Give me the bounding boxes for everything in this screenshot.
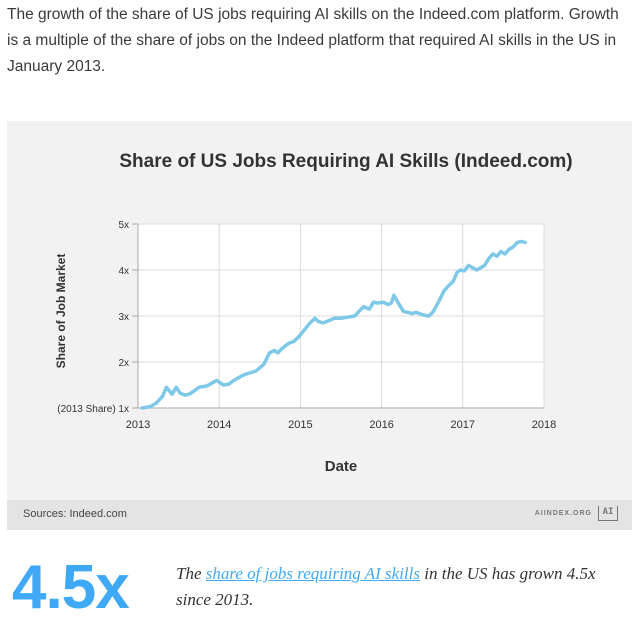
x-tick-label: 2018 (532, 419, 556, 431)
x-tick-label: 2013 (126, 419, 150, 431)
intro-paragraph: The growth of the share of US jobs requi… (7, 6, 619, 75)
brand[interactable]: AIINDEX.ORG AI (535, 506, 618, 521)
series-line (140, 239, 528, 410)
y-tick-label: 5x (118, 220, 129, 231)
chart-panel: (2013 Share) 1x 2x 3x 4x 5x 2013 2014 2015 2016 2… (7, 121, 632, 530)
x-tick-label: 2015 (288, 419, 312, 431)
y-tick-label: 4x (118, 266, 129, 277)
x-tick-label: 2016 (369, 419, 393, 431)
y-tick-label: 3x (118, 312, 129, 323)
brand-name: AIINDEX.ORG (534, 510, 592, 517)
y-axis-title: Share of Job Market (54, 254, 68, 369)
big-stat-value: 4.5x (12, 553, 130, 622)
x-axis-title: Date (325, 458, 358, 475)
y-tick-label: 2x (118, 358, 129, 369)
y-tick-label: (2013 Share) 1x (57, 404, 129, 415)
sources-label: Sources: Indeed.com (23, 508, 127, 520)
stat-description: The share of jobs requiring AI skills in… (176, 561, 616, 613)
stat-text-after: in the US has grown 4.5x since 2013. (176, 564, 596, 609)
chart-footer: Sources: Indeed.com AIINDEX.ORG AI (7, 500, 632, 530)
line-chart: (2013 Share) 1x 2x 3x 4x 5x 2013 2014 2015 2016 2… (54, 151, 573, 475)
stat-text-before: The (176, 564, 206, 583)
chart-title: Share of US Jobs Requiring AI Skills (In… (119, 151, 572, 172)
ai-index-logo-icon: AI (598, 506, 618, 521)
stat-link[interactable]: share of jobs requiring AI skills (205, 564, 420, 583)
x-tick-label: 2017 (451, 419, 475, 431)
x-tick-label: 2014 (207, 419, 231, 431)
